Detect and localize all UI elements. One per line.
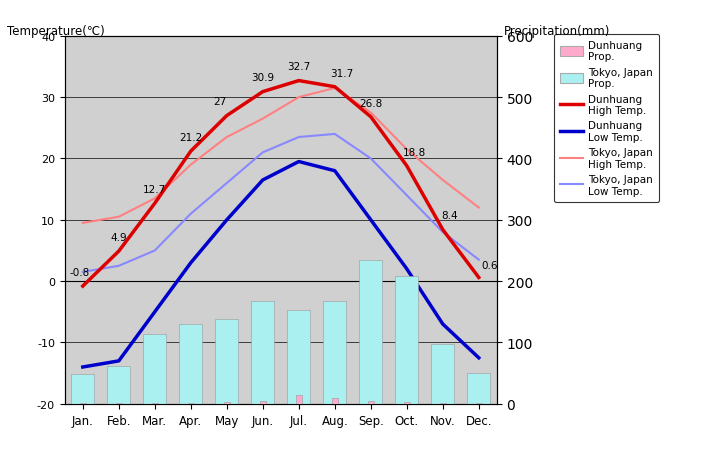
Bar	[323, 301, 346, 404]
Bar	[71, 374, 94, 404]
Legend: Dunhuang
Prop., Tokyo, Japan
Prop., Dunhuang
High Temp., Dunhuang
Low Temp., Tok: Dunhuang Prop., Tokyo, Japan Prop., Dunh…	[554, 34, 660, 202]
Text: 30.9: 30.9	[251, 73, 274, 83]
Bar	[476, 403, 482, 404]
Text: 32.7: 32.7	[287, 62, 310, 72]
Bar	[395, 277, 418, 404]
Bar	[80, 403, 86, 404]
Text: 26.8: 26.8	[359, 98, 382, 108]
Bar	[467, 373, 490, 404]
Bar	[260, 402, 266, 404]
Text: -0.8: -0.8	[69, 267, 89, 277]
Text: 31.7: 31.7	[330, 68, 354, 78]
Text: 27: 27	[213, 97, 226, 107]
Bar	[287, 310, 310, 404]
Bar	[179, 325, 202, 404]
Bar	[332, 398, 338, 404]
Text: 21.2: 21.2	[179, 133, 202, 143]
Bar	[440, 403, 446, 404]
Text: Temperature(℃): Temperature(℃)	[7, 25, 105, 38]
Bar	[359, 261, 382, 404]
Bar	[296, 395, 302, 404]
Bar	[152, 403, 158, 404]
Text: Precipitation(mm): Precipitation(mm)	[504, 25, 611, 38]
Text: 4.9: 4.9	[110, 232, 127, 242]
Bar	[116, 403, 122, 404]
Bar	[404, 403, 410, 404]
Bar	[107, 367, 130, 404]
Bar	[224, 402, 230, 404]
Text: 18.8: 18.8	[402, 147, 426, 157]
Text: 8.4: 8.4	[441, 211, 459, 221]
Bar	[188, 403, 194, 404]
Bar	[431, 345, 454, 404]
Bar	[368, 402, 374, 404]
Text: 0.6: 0.6	[482, 261, 498, 270]
Text: 12.7: 12.7	[143, 185, 166, 195]
Bar	[143, 334, 166, 404]
Bar	[215, 319, 238, 404]
Bar	[251, 301, 274, 404]
